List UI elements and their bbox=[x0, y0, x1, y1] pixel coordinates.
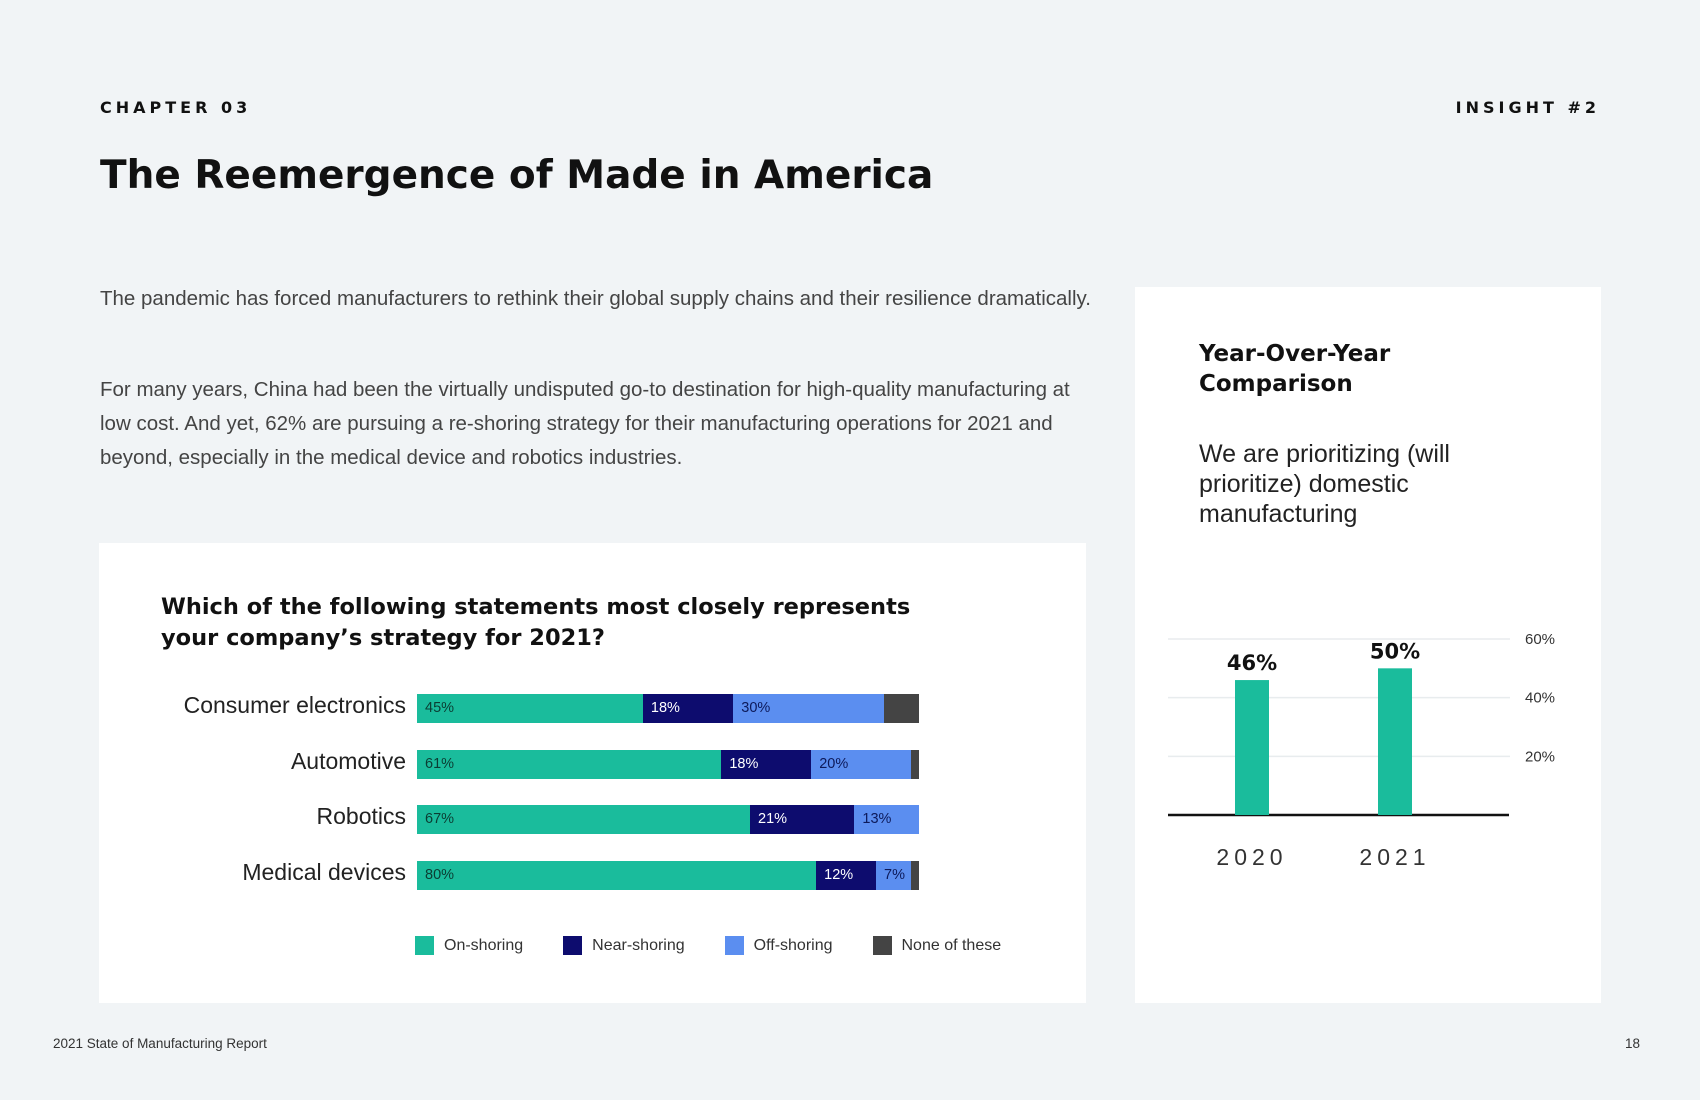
category-label: Medical devices bbox=[242, 859, 406, 885]
bar-segment: 13% bbox=[854, 805, 919, 834]
body-paragraph: For many years, China had been the virtu… bbox=[100, 378, 1070, 469]
bar-segment bbox=[883, 694, 919, 723]
bar-segment: 30% bbox=[733, 694, 884, 723]
legend-item: Off-shoring bbox=[724, 936, 833, 955]
chart-title: Which of the following statements most c… bbox=[161, 594, 911, 651]
legend-swatch bbox=[415, 936, 434, 955]
legend-swatch bbox=[563, 936, 583, 955]
yoy-chart-card: Year-Over-Year Comparison We are priorit… bbox=[1135, 287, 1601, 1003]
legend-label: On-shoring bbox=[444, 936, 524, 954]
y-tick-label: 40% bbox=[1525, 690, 1555, 707]
bar-segment: 20% bbox=[811, 750, 911, 779]
page-title: The Reemergence of Made in America bbox=[100, 153, 934, 198]
insight-label: INSIGHT #2 bbox=[1455, 98, 1600, 117]
intro-paragraph: The pandemic has forced manufacturers to… bbox=[100, 287, 1091, 310]
category-label: Robotics bbox=[316, 803, 406, 829]
bar-segment: 45% bbox=[417, 694, 643, 723]
bar-segment: 18% bbox=[642, 694, 734, 723]
strategy-chart-card: Which of the following statements most c… bbox=[99, 543, 1086, 1003]
bar-row: 80% 12% 7% bbox=[417, 861, 919, 890]
bar bbox=[1378, 668, 1412, 815]
bar-segment: 80% bbox=[417, 861, 817, 890]
category-label: Automotive bbox=[290, 748, 406, 774]
legend-label: Near-shoring bbox=[592, 936, 685, 954]
legend-item: On-shoring bbox=[415, 936, 523, 955]
legend-item: None of these bbox=[872, 936, 1002, 955]
bar-segment: 7% bbox=[876, 861, 911, 890]
legend-label: None of these bbox=[901, 936, 1002, 954]
bar bbox=[1235, 680, 1269, 815]
bar-segment: 18% bbox=[721, 750, 812, 779]
bar-segment: 21% bbox=[750, 805, 855, 834]
page-number: 18 bbox=[1624, 1036, 1640, 1051]
legend-swatch bbox=[724, 936, 744, 955]
y-tick-label: 20% bbox=[1525, 748, 1555, 765]
y-tick-label: 60% bbox=[1525, 631, 1555, 648]
yoy-chart-subtitle: We are prioritizing (will prioritize) do… bbox=[1199, 440, 1450, 528]
bar-row: 61% 18% 20% bbox=[417, 750, 919, 779]
legend-item: Near-shoring bbox=[563, 936, 685, 955]
bar-segment: 12% bbox=[816, 861, 877, 890]
footer-report-name: 2021 State of Manufacturing Report bbox=[53, 1036, 267, 1051]
category-label: Consumer electronics bbox=[183, 692, 406, 718]
chart-legend: On-shoring Near-shoring Off-shoring None of… bbox=[415, 936, 1041, 955]
yoy-bar-chart: 20% 40% 60% 46% 2020 50% 2021 bbox=[1168, 631, 1555, 870]
bar-row: 45% 18% 30% bbox=[417, 694, 919, 723]
bar-segment: 67% bbox=[417, 805, 750, 834]
bar-row: 67% 21% 13% bbox=[417, 805, 919, 834]
bar-value-label: 46% bbox=[1227, 651, 1277, 675]
chapter-label: CHAPTER 03 bbox=[100, 98, 252, 117]
legend-label: Off-shoring bbox=[753, 936, 833, 954]
x-tick-label: 2021 bbox=[1359, 844, 1430, 870]
bar-segment bbox=[911, 750, 919, 779]
yoy-chart-title: Year-Over-Year Comparison bbox=[1199, 341, 1391, 397]
bar-segment bbox=[911, 861, 919, 890]
x-tick-label: 2020 bbox=[1216, 844, 1287, 870]
bar-value-label: 50% bbox=[1370, 639, 1420, 663]
bar-segment: 61% bbox=[417, 750, 722, 779]
legend-swatch bbox=[872, 936, 892, 955]
